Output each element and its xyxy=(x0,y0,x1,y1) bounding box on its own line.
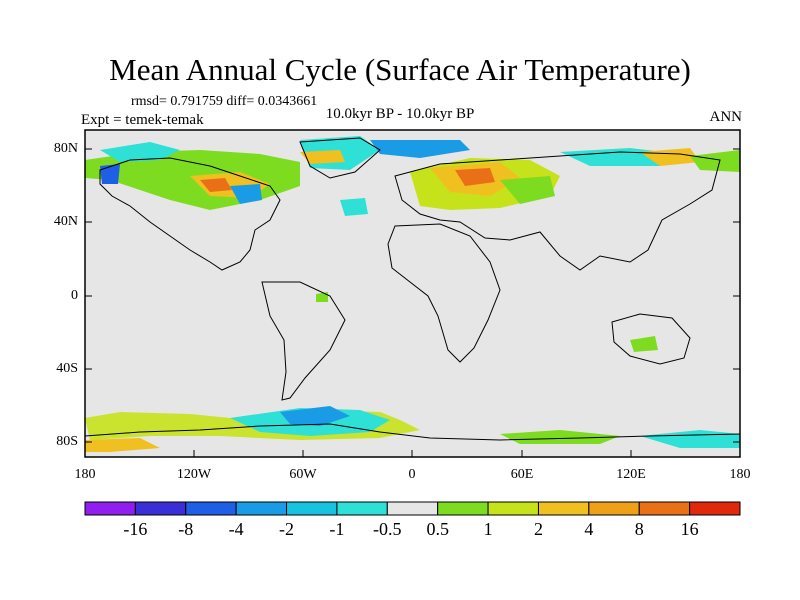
colorbar-label: 1 xyxy=(483,519,493,539)
colorbar-box xyxy=(588,501,640,516)
colorbar-box xyxy=(185,501,237,516)
lon-tick-label: 0 xyxy=(408,467,416,482)
colorbar-label: -16 xyxy=(123,519,148,539)
colorbar-box xyxy=(537,501,590,516)
coast-africa xyxy=(387,223,501,363)
colorbar-label: 0.5 xyxy=(426,519,449,539)
lat-tick-label: 40S xyxy=(56,361,78,376)
patch-antarctic-green-2 xyxy=(500,430,620,444)
colorbar-label: 2 xyxy=(533,519,543,539)
patch-arctic-canada-blue xyxy=(230,184,262,204)
lon-tick-label: 180 xyxy=(729,467,751,482)
lon-tick-label: 120E xyxy=(616,467,646,482)
colorbar-box xyxy=(386,501,439,516)
lat-tick-label: 80N xyxy=(53,141,78,156)
colorbar-box xyxy=(286,501,338,516)
colorbar-box xyxy=(487,501,539,516)
colorbar-box xyxy=(134,501,187,516)
patch-eurasia-lightgreen xyxy=(500,176,555,204)
lon-tick-label: 60E xyxy=(510,467,534,482)
patch-australia-green xyxy=(630,336,658,352)
colorbar-box xyxy=(84,501,136,516)
colorbar-box xyxy=(689,501,741,516)
lat-tick-label: 40N xyxy=(53,214,78,229)
lat-tick-label: 0 xyxy=(71,288,78,303)
coast-antarctica xyxy=(84,423,741,441)
period-label: 10.0kyr BP - 10.0kyr BP xyxy=(325,106,475,122)
axis-ticks xyxy=(84,148,741,457)
coast-australia xyxy=(611,313,691,365)
lon-tick-label: 180 xyxy=(74,467,96,482)
coast-south-america xyxy=(261,281,346,401)
experiment-label: Expt = temek-temak xyxy=(81,112,204,128)
plot-title: Mean Annual Cycle (Surface Air Temperatu… xyxy=(109,52,691,87)
patch-antarctic-blue xyxy=(280,406,350,426)
colorbar-box xyxy=(235,501,288,516)
colorbar-label: -8 xyxy=(178,519,194,539)
patch-atlantic-cyan xyxy=(340,198,368,216)
patch-amazon-green xyxy=(316,292,328,302)
patch-arctic-top-orange xyxy=(300,150,345,164)
lon-tick-label: 120W xyxy=(176,467,212,482)
season-label: ANN xyxy=(709,109,743,125)
colorbar-label: -2 xyxy=(279,519,295,539)
stats-text: rmsd= 0.791759 diff= 0.0343661 xyxy=(131,94,318,109)
colorbar-box xyxy=(437,501,489,516)
lat-tick-label: 80S xyxy=(56,434,78,449)
coast-eurasia xyxy=(394,151,721,271)
colorbar-label: 4 xyxy=(584,519,594,539)
colorbar-label: 8 xyxy=(634,519,644,539)
coast-greenland xyxy=(299,137,381,179)
colorbar xyxy=(84,501,741,516)
patch-antarctic-orange xyxy=(85,438,160,452)
patch-siberia-orange xyxy=(640,148,700,166)
coastlines xyxy=(84,137,741,441)
patch-eurasia-red xyxy=(455,168,495,186)
patch-arctic-canada-red xyxy=(200,178,232,192)
lon-tick-label: 60W xyxy=(289,467,317,482)
coast-north-america xyxy=(99,157,281,271)
patch-arctic-top-blue xyxy=(370,140,470,158)
colorbar-label: 16 xyxy=(680,519,699,539)
colorbar-box xyxy=(336,501,388,516)
colorbar-box xyxy=(638,501,691,516)
patch-pacific-green xyxy=(690,150,740,172)
patch-arctic-alaska-blue xyxy=(100,164,120,184)
anomaly-patches xyxy=(85,136,740,452)
colorbar-label: -1 xyxy=(329,519,345,539)
colorbar-label: -0.5 xyxy=(373,519,402,539)
patch-arctic-canada-cyan xyxy=(100,142,180,162)
colorbar-label: -4 xyxy=(228,519,244,539)
